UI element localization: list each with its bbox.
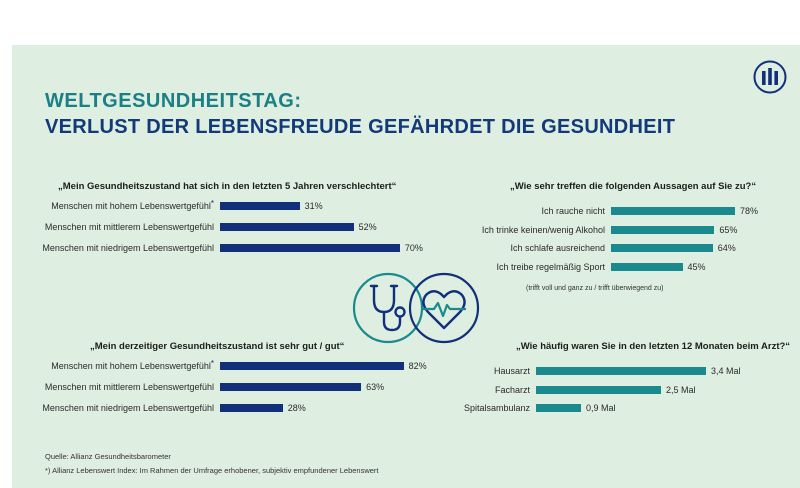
chart-2-row: Ich trinke keinen/wenig Alkohol 65% <box>482 224 764 236</box>
chart-2-value-label: 64% <box>717 243 736 253</box>
chart-1-bar <box>220 223 354 231</box>
category-text: Menschen mit mittlerem Lebenswertgefühl <box>44 382 214 392</box>
chart-1-category-label: Menschen mit niedrigem Lebenswertgefühl <box>42 242 214 254</box>
chart-1-row: Menschen mit hohem Lebenswertgefühl* 31% <box>51 200 350 212</box>
category-text: Menschen mit niedrigem Lebenswertgefühl <box>42 243 214 253</box>
stethoscope-icon <box>352 272 424 344</box>
source-text: Quelle: Allianz Gesundheitsbarometer <box>45 452 171 461</box>
title-line-2: VERLUST DER LEBENSFREUDE GEFÄHRDET DIE G… <box>45 116 676 138</box>
chart-2-row: Ich rauche nicht 78% <box>541 205 785 217</box>
category-text: Menschen mit hohem Lebenswertgefühl <box>51 361 211 371</box>
chart-3-category-label: Menschen mit mittlerem Lebenswertgefühl <box>45 381 214 393</box>
chart-3-bar <box>220 404 283 412</box>
chart-3-title: „Mein derzeitiger Gesundheitszustand ist… <box>90 341 345 352</box>
chart-4-title: „Wie häufig waren Sie in den letzten 12 … <box>516 341 791 352</box>
category-text: Ich rauche nicht <box>541 206 605 216</box>
asterisk-mark: * <box>210 199 214 208</box>
chart-1-bar <box>220 202 300 210</box>
chart-4-category-label: Spitalsambulanz <box>464 402 530 414</box>
category-text: Spitalsambulanz <box>463 403 530 413</box>
category-text: Facharzt <box>494 384 530 395</box>
category-text: Menschen mit mittlerem Lebenswertgefühl <box>44 222 214 232</box>
chart-1-category-label: Menschen mit hohem Lebenswertgefühl* <box>51 200 214 212</box>
chart-1-category-label: Menschen mit mittlerem Lebenswertgefühl <box>45 221 214 233</box>
chart-2-category-label: Ich trinke keinen/wenig Alkohol <box>482 224 605 236</box>
chart-4-row: Hausarzt 3,4 Mal <box>494 365 756 377</box>
chart-2-bar <box>611 207 736 215</box>
category-text: Ich trinke keinen/wenig Alkohol <box>481 224 605 235</box>
chart-3-row: Menschen mit mittlerem Lebenswertgefühl 6… <box>45 381 411 393</box>
chart-1-value-label: 52% <box>358 222 377 232</box>
heart-pulse-icon <box>408 272 480 344</box>
chart-4-row: Spitalsambulanz 0,9 Mal <box>464 402 631 414</box>
chart-4-row: Facharzt 2,5 Mal <box>495 384 711 396</box>
chart-4-category-label: Hausarzt <box>494 365 530 377</box>
chart-2-row: Ich treibe regelmäßig Sport 45% <box>496 261 733 273</box>
chart-1-row: Menschen mit mittlerem Lebenswertgefühl 5… <box>45 221 404 233</box>
chart-3-row: Menschen mit hohem Lebenswertgefühl* 82% <box>51 360 454 372</box>
category-text: Menschen mit hohem Lebenswertgefühl <box>51 201 211 211</box>
chart-2-category-label: Ich treibe regelmäßig Sport <box>496 261 605 273</box>
chart-4-category-label: Facharzt <box>495 384 530 396</box>
health-icons <box>352 272 480 344</box>
chart-4-bar <box>536 404 581 412</box>
chart-2-bar <box>611 244 713 252</box>
title-line-1: WELTGESUNDHEITSTAG: <box>45 90 302 112</box>
chart-4-value-label: 0,9 Mal <box>586 403 616 413</box>
chart-4-bar <box>536 385 661 394</box>
chart-2-row: Ich schlafe ausreichend 64% <box>510 242 763 254</box>
category-text: Menschen mit niedrigem Lebenswertgefühl <box>42 403 214 413</box>
chart-2-note: (trifft voll und ganz zu / trifft überwi… <box>526 285 664 292</box>
chart-1-row: Menschen mit niedrigem Lebenswertgefühl 7… <box>42 242 450 254</box>
chart-3-row: Menschen mit niedrigem Lebenswertgefühl 2… <box>42 402 333 414</box>
chart-1-title: „Mein Gesundheitszustand hat sich in den… <box>58 181 397 192</box>
chart-3-bar <box>220 383 362 391</box>
allianz-logo-icon <box>753 60 787 94</box>
category-text: Ich schlafe ausreichend <box>510 243 605 253</box>
chart-1-value-label: 70% <box>404 243 423 253</box>
chart-2-value-label: 65% <box>719 224 738 235</box>
chart-2-category-label: Ich schlafe ausreichend <box>510 242 605 254</box>
asterisk-mark: * <box>210 359 214 368</box>
chart-4-value-label: 2,5 Mal <box>666 384 696 395</box>
category-text: Ich treibe regelmäßig Sport <box>496 261 605 272</box>
footnote-text: *) Allianz Lebenswert Index: Im Rahmen d… <box>45 466 379 475</box>
chart-3-bar <box>220 362 404 370</box>
chart-2-bar <box>611 225 715 234</box>
chart-2-value-label: 78% <box>740 206 759 216</box>
chart-3-value-label: 63% <box>366 382 385 392</box>
chart-3-value-label: 28% <box>287 403 306 413</box>
category-text: Hausarzt <box>493 366 530 376</box>
chart-1-bar <box>220 244 400 252</box>
chart-2-category-label: Ich rauche nicht <box>541 205 605 217</box>
chart-4-value-label: 3,4 Mal <box>711 366 741 376</box>
chart-2-title: „Wie sehr treffen die folgenden Aussagen… <box>510 181 757 192</box>
chart-4-bar <box>536 367 706 375</box>
chart-2-bar <box>611 262 683 271</box>
chart-3-category-label: Menschen mit hohem Lebenswertgefühl* <box>51 360 214 372</box>
chart-3-value-label: 82% <box>408 361 427 371</box>
chart-1-value-label: 31% <box>304 201 323 211</box>
chart-2-value-label: 45% <box>687 261 706 272</box>
chart-3-category-label: Menschen mit niedrigem Lebenswertgefühl <box>42 402 214 414</box>
